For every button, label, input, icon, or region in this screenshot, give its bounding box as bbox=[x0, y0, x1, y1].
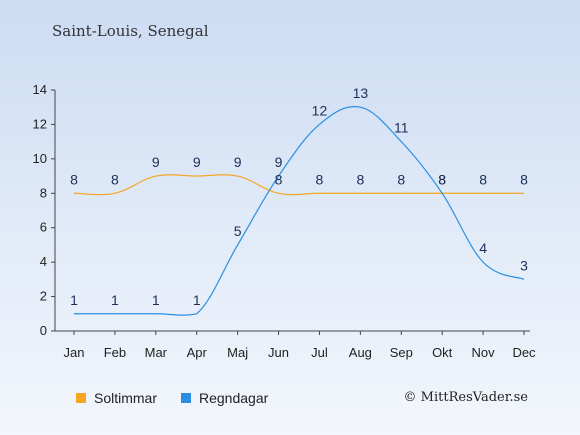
legend-label-soltimmar: Soltimmar bbox=[94, 390, 158, 406]
data-label-regndagar-4: 5 bbox=[234, 223, 242, 239]
data-label-regndagar-11: 3 bbox=[520, 257, 528, 273]
data-label-regndagar-6: 12 bbox=[312, 102, 328, 118]
x-tick-label-8: Sep bbox=[390, 345, 413, 360]
x-tick-label-5: Jun bbox=[268, 345, 289, 360]
data-label-regndagar-10: 4 bbox=[479, 240, 487, 256]
data-label-soltimmar-1: 8 bbox=[111, 171, 119, 187]
data-label-regndagar-8: 11 bbox=[394, 120, 409, 136]
x-tick-label-11: Dec bbox=[512, 345, 536, 360]
data-label-soltimmar-9: 8 bbox=[438, 171, 446, 187]
x-tick-label-10: Nov bbox=[472, 345, 496, 360]
x-tick-label-9: Okt bbox=[432, 345, 453, 360]
y-tick-label-1: 2 bbox=[40, 289, 47, 304]
data-label-regndagar-0: 1 bbox=[70, 292, 78, 308]
data-label-regndagar-1: 1 bbox=[111, 292, 119, 308]
y-tick-label-4: 8 bbox=[40, 185, 47, 200]
x-tick-label-4: Maj bbox=[227, 345, 248, 360]
x-tick-label-0: Jan bbox=[64, 345, 85, 360]
data-label-regndagar-9: 8 bbox=[438, 171, 446, 187]
chart-title: Saint-Louis, Senegal bbox=[52, 22, 209, 40]
legend-item-soltimmar: Soltimmar bbox=[76, 390, 157, 406]
data-label-soltimmar-6: 8 bbox=[316, 171, 324, 187]
y-tick-label-7: 14 bbox=[33, 82, 47, 97]
legend-item-regndagar: Regndagar bbox=[181, 390, 268, 406]
data-label-soltimmar-7: 8 bbox=[356, 171, 364, 187]
data-label-soltimmar-5: 8 bbox=[275, 171, 283, 187]
series-line-regndagar bbox=[74, 105, 525, 316]
data-label-regndagar-5: 9 bbox=[275, 154, 283, 170]
x-tick-label-6: Jul bbox=[311, 345, 328, 360]
y-tick-label-6: 12 bbox=[33, 116, 47, 131]
x-tick-label-1: Feb bbox=[104, 345, 126, 360]
data-label-regndagar-2: 1 bbox=[152, 292, 160, 308]
data-label-soltimmar-4: 9 bbox=[234, 154, 242, 170]
data-label-regndagar-7: 13 bbox=[353, 85, 369, 101]
data-label-soltimmar-10: 8 bbox=[479, 171, 487, 187]
x-tick-label-3: Apr bbox=[187, 345, 208, 360]
x-tick-label-7: Aug bbox=[349, 345, 372, 360]
data-label-soltimmar-8: 8 bbox=[397, 171, 405, 187]
y-tick-label-5: 10 bbox=[33, 151, 47, 166]
legend-label-regndagar: Regndagar bbox=[199, 390, 269, 406]
x-tick-label-2: Mar bbox=[145, 345, 168, 360]
data-label-soltimmar-0: 8 bbox=[70, 171, 78, 187]
data-label-soltimmar-2: 9 bbox=[152, 154, 160, 170]
data-label-soltimmar-3: 9 bbox=[193, 154, 201, 170]
series-line-soltimmar bbox=[73, 174, 524, 196]
data-label-soltimmar-11: 8 bbox=[520, 171, 528, 187]
data-label-regndagar-3: 1 bbox=[193, 292, 201, 308]
y-tick-label-0: 0 bbox=[40, 323, 47, 338]
legend-swatch-soltimmar bbox=[76, 393, 86, 403]
y-tick-label-3: 6 bbox=[40, 220, 47, 235]
legend-swatch-regndagar bbox=[181, 393, 191, 403]
y-tick-label-2: 4 bbox=[40, 254, 47, 269]
credit-text: © MittResVader.se bbox=[403, 390, 528, 405]
